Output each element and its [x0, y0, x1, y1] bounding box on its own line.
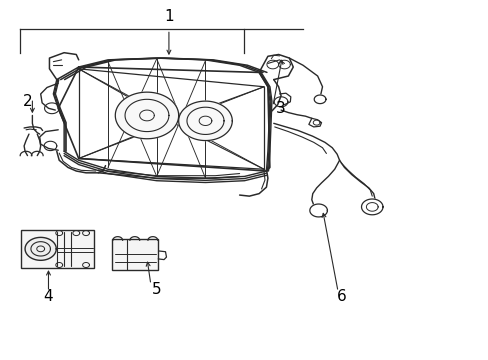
Text: 2: 2: [22, 94, 32, 109]
Polygon shape: [309, 204, 327, 217]
Text: 4: 4: [43, 289, 53, 304]
Polygon shape: [112, 239, 158, 270]
Polygon shape: [115, 92, 178, 139]
Polygon shape: [361, 199, 382, 215]
Text: 1: 1: [164, 9, 173, 24]
Polygon shape: [314, 95, 325, 104]
Polygon shape: [178, 101, 232, 140]
Polygon shape: [21, 230, 94, 268]
Polygon shape: [25, 237, 56, 260]
Text: 6: 6: [336, 289, 346, 304]
Text: 3: 3: [276, 101, 285, 116]
Text: 5: 5: [152, 282, 161, 297]
